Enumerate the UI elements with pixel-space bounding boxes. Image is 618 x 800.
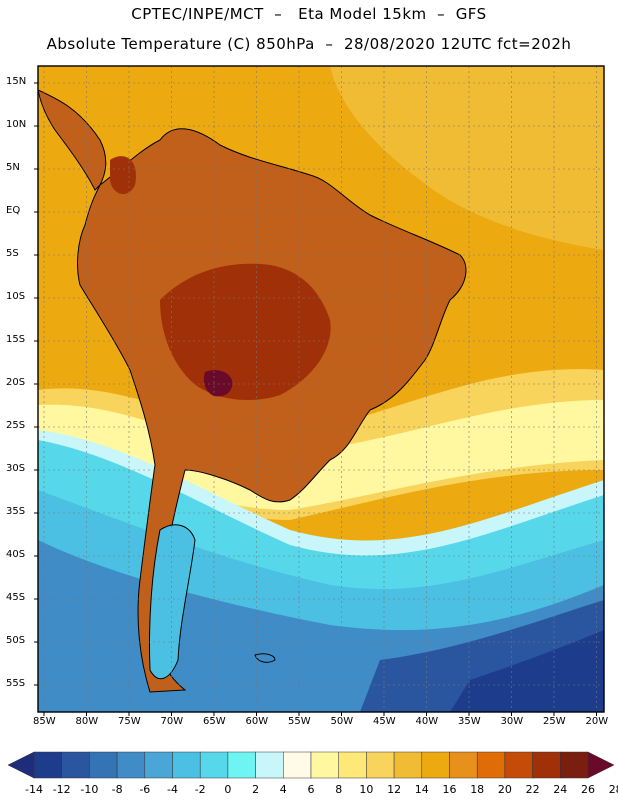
lat-label: 35S <box>6 506 26 517</box>
colorbar-label: 18 <box>470 783 485 796</box>
lon-label: 25W <box>543 716 566 727</box>
lon-label: 20W <box>585 716 609 727</box>
south-america-land <box>77 128 467 693</box>
lon-label: 35W <box>458 716 481 727</box>
lat-label: 10N <box>6 119 27 130</box>
lat-label: 30S <box>6 463 26 474</box>
colorbar <box>7 751 615 779</box>
colorbar-swatch <box>227 751 256 779</box>
lon-label: 40W <box>415 716 439 727</box>
colorbar-label: -2 <box>194 783 206 796</box>
colorbar-label: 26 <box>581 783 595 796</box>
lat-label: 55S <box>6 678 26 689</box>
lat-label: 25S <box>6 420 26 431</box>
lon-label: 85W <box>33 716 56 727</box>
temperature-field <box>38 66 604 712</box>
colorbar-label: -12 <box>52 783 71 796</box>
lat-label: 40S <box>6 549 26 560</box>
lat-label: 50S <box>6 635 26 646</box>
lon-label: 60W <box>245 716 269 727</box>
colorbar-swatch <box>33 751 62 779</box>
colorbar-swatch <box>61 751 90 779</box>
colorbar-swatch <box>421 751 450 779</box>
colorbar-swatch <box>199 751 229 779</box>
darkest-blue-band <box>450 630 604 712</box>
map-title-line2: Absolute Temperature (C) 850hPa – 28/08/… <box>46 35 572 53</box>
colorbar-swatch <box>560 751 589 779</box>
colorbar-swatch <box>476 751 506 779</box>
central-america <box>38 89 107 191</box>
lat-label: 15S <box>6 334 26 345</box>
colorbar-over-arrow <box>587 751 615 779</box>
lon-label: 65W <box>203 716 226 727</box>
lon-label: 50W <box>330 716 354 727</box>
north-atlantic-band <box>330 66 604 250</box>
colorbar-swatch <box>310 751 339 779</box>
colorbar-label: 22 <box>525 783 540 796</box>
lon-label: 80W <box>75 716 99 727</box>
colorbar-label: -4 <box>167 783 178 796</box>
colorbar-swatch <box>338 751 367 779</box>
colorbar-label: 14 <box>414 783 429 796</box>
graticule <box>38 66 604 712</box>
colorbar-swatch <box>255 751 284 779</box>
colorbar-swatch <box>116 751 146 779</box>
colorbar-label: -6 <box>139 783 151 796</box>
colorbar-label: 24 <box>553 783 568 796</box>
colorbar-swatch <box>283 751 312 779</box>
colorbar-swatch <box>89 751 118 779</box>
lat-label: 20S <box>6 377 26 388</box>
hottest-spot <box>203 370 233 397</box>
patagonia <box>148 524 196 680</box>
lon-label: 75W <box>118 716 141 727</box>
lat-label: 5N <box>6 162 20 173</box>
colorbar-swatch <box>172 751 201 779</box>
plot-frame <box>37 65 605 713</box>
lon-label: 55W <box>288 716 311 727</box>
colorbar-swatch <box>366 751 395 779</box>
lon-label: 70W <box>160 716 184 727</box>
hot-core <box>160 263 331 400</box>
map-title-line1: CPTEC/INPE/MCT – Eta Model 15km – GFS <box>131 5 487 23</box>
falkland-islands <box>254 653 276 663</box>
colorbar-swatch <box>393 751 423 779</box>
lat-label: EQ <box>6 205 21 216</box>
colorbar-swatch <box>449 751 478 779</box>
colorbar-label: 10 <box>359 783 374 796</box>
lat-label: 15N <box>6 76 27 87</box>
colorbar-label: 16 <box>442 783 457 796</box>
lat-label: 5S <box>6 248 19 259</box>
colorbar-swatch <box>504 751 533 779</box>
colorbar-label: 8 <box>335 783 343 796</box>
lat-label: 45S <box>6 592 26 603</box>
colorbar-label: -8 <box>111 783 123 796</box>
colorbar-label: -14 <box>25 783 43 796</box>
lon-label: 30W <box>500 716 524 727</box>
colorbar-label: 0 <box>224 783 232 796</box>
colorbar-label: -10 <box>80 783 99 796</box>
colorbar-label: 28 <box>608 783 618 796</box>
colorbar-label: 4 <box>279 783 287 796</box>
colorbar-label: 20 <box>497 783 512 796</box>
northwest-hot-spot <box>110 156 136 195</box>
lat-label: 10S <box>6 291 26 302</box>
colorbar-swatch <box>144 751 173 779</box>
colorbar-label: 2 <box>252 783 260 796</box>
colorbar-label: 12 <box>387 783 402 796</box>
lon-label: 45W <box>373 716 396 727</box>
colorbar-under-arrow <box>7 751 35 779</box>
colorbar-label: 6 <box>307 783 315 796</box>
colorbar-swatch <box>532 751 561 779</box>
